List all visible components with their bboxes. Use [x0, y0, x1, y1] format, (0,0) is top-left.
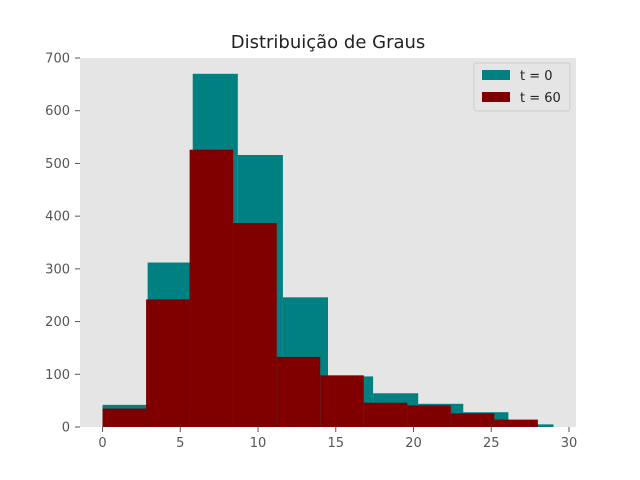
y-tick-label-5: 500	[45, 157, 70, 172]
bars-layer	[102, 73, 554, 428]
y-tick-label-3: 300	[45, 262, 70, 277]
bar-series-1-bin-8	[450, 413, 495, 427]
chart-title: Distribuição de Graus	[231, 32, 426, 53]
x-tick-label-5: 25	[483, 436, 500, 451]
legend: t = 0 t = 60	[473, 62, 571, 112]
y-tick-label-6: 600	[45, 104, 70, 119]
x-tick-label-3: 15	[328, 436, 345, 451]
y-tick-label-7: 700	[45, 52, 70, 67]
bar-series-1-bin-6	[363, 402, 408, 427]
x-tick-label-4: 20	[405, 436, 422, 451]
x-tick-label-6: 30	[561, 436, 578, 451]
legend-label-t0: t = 0	[520, 69, 553, 84]
bar-series-1-bin-9	[494, 419, 538, 427]
bar-series-1-bin-5	[320, 375, 364, 427]
bar-series-1-bin-0	[102, 408, 147, 427]
legend-swatch-t60	[482, 92, 510, 102]
x-tick-label-2: 10	[250, 436, 267, 451]
x-tick-label-0: 0	[98, 436, 106, 451]
legend-swatch-t0	[482, 70, 510, 80]
bar-series-1-bin-7	[407, 405, 451, 427]
y-tick-label-2: 200	[45, 315, 70, 330]
bar-series-1-bin-2	[189, 149, 234, 428]
series-1	[102, 149, 538, 428]
y-tick-label-4: 400	[45, 210, 70, 225]
bar-series-1-bin-3	[233, 222, 277, 427]
y-tick-label-1: 100	[45, 368, 70, 383]
x-tick-label-1: 5	[176, 436, 184, 451]
y-tick-label-0: 0	[62, 421, 70, 436]
y-axis: 0 100 200 300 400 500 600 700	[45, 52, 80, 436]
x-axis: 0 5 10 15 20 25 30	[98, 427, 577, 451]
bar-series-1-bin-4	[276, 356, 321, 427]
legend-label-t60: t = 60	[520, 91, 561, 106]
bar-series-1-bin-1	[146, 299, 190, 427]
